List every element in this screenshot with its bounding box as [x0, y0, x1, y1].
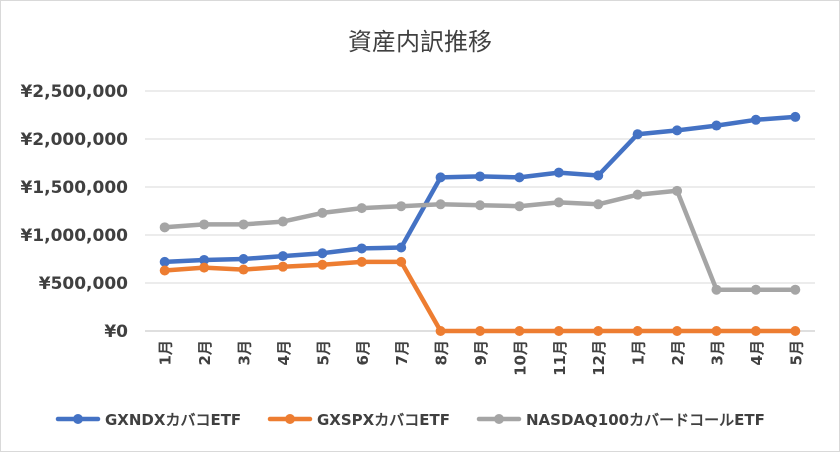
data-point: [672, 125, 683, 136]
data-point: [159, 265, 170, 276]
data-point: [790, 111, 801, 122]
legend-item-2[interactable]: GXSPXカバコETF: [267, 411, 450, 429]
x-tick-label: 3月: [708, 340, 726, 365]
data-point: [435, 199, 446, 210]
data-point: [553, 167, 564, 178]
data-point: [435, 326, 446, 336]
data-point: [790, 326, 801, 336]
legend-label: GXNDXカバコETF: [105, 411, 241, 429]
data-point: [159, 256, 170, 267]
data-point: [750, 284, 761, 295]
y-tick-label: ¥1,000,000: [20, 226, 128, 246]
data-point: [199, 219, 210, 230]
data-point: [277, 261, 288, 272]
data-point: [356, 203, 367, 214]
y-tick-label: ¥500,000: [39, 274, 128, 294]
y-axis-ticks: ¥0 ¥500,000 ¥1,000,000 ¥1,500,000 ¥2,000,000…: [20, 82, 128, 342]
data-point: [199, 254, 210, 265]
data-point: [396, 256, 407, 267]
data-point: [277, 216, 288, 227]
data-point: [356, 256, 367, 267]
data-point: [475, 326, 485, 336]
legend-swatch-marker: [494, 414, 504, 424]
data-point: [553, 197, 564, 208]
data-point: [711, 284, 722, 295]
data-point: [514, 172, 525, 183]
x-tick-label: 2月: [669, 340, 687, 365]
legend-swatch-marker: [73, 414, 83, 424]
data-point: [632, 129, 643, 140]
y-tick-label: ¥2,500,000: [20, 82, 128, 102]
data-point: [356, 243, 367, 254]
data-point: [159, 222, 170, 233]
data-point: [711, 120, 722, 131]
x-tick-label: 3月: [236, 340, 254, 365]
data-point: [396, 201, 407, 212]
x-tick-label: 1月: [630, 340, 648, 365]
data-point: [672, 185, 683, 196]
data-point: [711, 326, 722, 336]
x-tick-label: 12月: [590, 340, 608, 376]
legend-item-3[interactable]: NASDAQ100カバードコールETF: [476, 411, 765, 429]
x-tick-label: 4月: [748, 340, 766, 365]
data-point: [750, 326, 761, 336]
data-point: [475, 171, 485, 182]
x-tick-label: 5月: [314, 340, 332, 365]
data-point: [317, 248, 328, 259]
legend-label: GXSPXカバコETF: [317, 411, 450, 429]
y-tick-label: ¥2,000,000: [20, 130, 128, 150]
x-tick-label: 7月: [393, 340, 411, 365]
x-tick-label: 6月: [354, 340, 372, 365]
x-tick-label: 11月: [551, 340, 569, 376]
data-point: [593, 170, 604, 181]
x-axis-ticks: 1月 2月 3月 4月 5月 6月 7月 8月 9月 10月 11月 12月 1月 2月 3月 4月 5月: [157, 340, 806, 376]
data-point: [553, 326, 564, 336]
x-tick-label: 2月: [196, 340, 214, 365]
x-tick-label: 5月: [787, 340, 805, 365]
data-point: [514, 326, 525, 336]
series-3: [159, 185, 801, 295]
data-point: [475, 200, 485, 211]
data-point: [199, 262, 210, 273]
data-point: [632, 326, 643, 336]
data-point: [238, 254, 249, 264]
data-point: [632, 189, 643, 200]
series-1: [159, 111, 801, 267]
data-point: [396, 242, 407, 253]
x-tick-label: 9月: [472, 340, 490, 365]
data-point: [238, 219, 249, 230]
x-tick-label: 10月: [511, 340, 529, 376]
data-point: [317, 259, 328, 270]
chart-title: 資産内訳推移: [348, 28, 492, 56]
series-line: [162, 259, 798, 334]
gridlines: [145, 90, 815, 332]
legend[interactable]: GXNDXカバコETF GXSPXカバコETF NASDAQ100カバードコールET…: [55, 411, 765, 429]
data-point: [238, 264, 249, 275]
data-point: [514, 201, 525, 212]
data-point: [672, 326, 683, 336]
legend-item-1[interactable]: GXNDXカバコETF: [55, 411, 241, 429]
data-point: [435, 172, 446, 183]
data-point: [317, 207, 328, 218]
data-point: [277, 251, 288, 262]
x-tick-label: 4月: [275, 340, 293, 365]
series-group: [159, 111, 801, 336]
legend-swatch-marker: [285, 414, 295, 424]
y-tick-label: ¥1,500,000: [20, 178, 128, 198]
data-point: [750, 114, 761, 125]
data-point: [593, 199, 604, 210]
data-point: [593, 326, 604, 336]
data-point: [790, 284, 801, 295]
y-tick-label: ¥0: [104, 322, 128, 342]
series-2: [159, 256, 801, 336]
x-tick-label: 8月: [433, 340, 451, 365]
legend-label: NASDAQ100カバードコールETF: [526, 411, 765, 429]
x-tick-label: 1月: [157, 340, 175, 365]
